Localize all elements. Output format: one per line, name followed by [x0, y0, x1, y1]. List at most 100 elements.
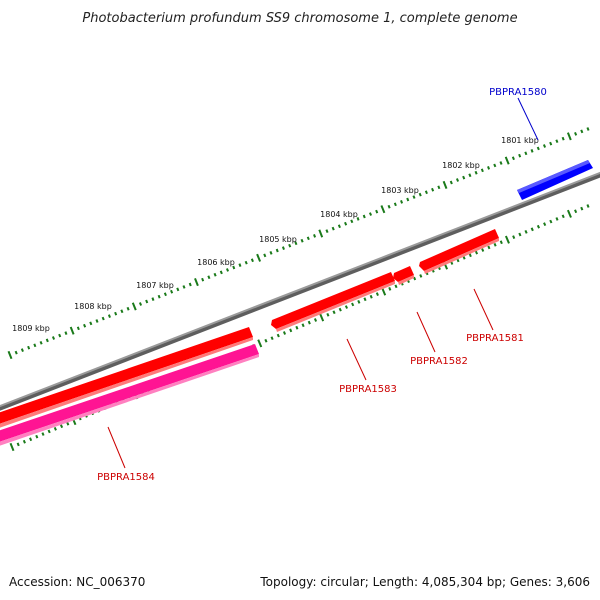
kbp-label-1808: 1808 kbp: [74, 302, 112, 311]
kbp-label-1803: 1803 kbp: [381, 186, 419, 195]
outer-minor-tick: [542, 144, 547, 148]
inner-tick-ruler: [9, 204, 590, 452]
gene-feature-pbpra1580[interactable]: [517, 160, 593, 200]
gene-label-pbpra1582[interactable]: PBPRA1582: [410, 356, 468, 367]
outer-minor-tick: [530, 149, 534, 153]
inner-minor-tick: [338, 307, 342, 312]
gene-feature-pbpra1582[interactable]: [393, 266, 414, 285]
gene-labels: PBPRA1580 PBPRA1581 PBPRA1582 PBPRA1583 …: [97, 87, 547, 483]
outer-minor-tick: [487, 166, 491, 170]
kbp-label-1801: 1801 kbp: [501, 136, 539, 145]
outer-minor-tick: [574, 132, 578, 136]
outer-minor-tick: [580, 129, 584, 134]
kbp-label-1806: 1806 kbp: [197, 258, 235, 267]
inner-minor-tick: [555, 217, 559, 221]
outer-minor-tick: [524, 151, 528, 156]
outer-minor-tick: [536, 146, 540, 151]
outer-minor-tick: [120, 309, 124, 314]
outer-minor-tick: [95, 319, 99, 323]
outer-minor-tick: [549, 141, 553, 146]
outer-major-tick: [7, 350, 13, 360]
inner-minor-tick: [276, 333, 280, 338]
inner-minor-tick: [22, 439, 26, 444]
inner-minor-tick: [264, 338, 268, 343]
gene-feature-pbpra1584[interactable]: [0, 327, 253, 428]
gene-feature-pbpra1581[interactable]: [419, 229, 499, 274]
inner-minor-tick: [66, 421, 70, 426]
outer-major-tick: [566, 132, 572, 141]
chromosome-backbone: [0, 171, 600, 411]
outer-minor-tick: [27, 345, 31, 350]
inner-minor-tick: [375, 292, 379, 296]
outer-minor-tick: [313, 234, 317, 238]
outer-minor-tick: [511, 156, 515, 161]
inner-minor-tick: [29, 437, 33, 442]
outer-minor-tick: [213, 272, 217, 277]
inner-minor-tick: [295, 325, 299, 330]
inner-minor-tick: [580, 206, 584, 211]
outer-minor-tick: [188, 282, 192, 287]
inner-minor-tick: [481, 248, 485, 252]
outer-minor-tick: [480, 168, 484, 173]
gene-feature-pbpra1583[interactable]: [271, 272, 395, 332]
inner-minor-tick: [468, 253, 472, 258]
inner-minor-tick: [419, 274, 423, 278]
outer-minor-tick: [331, 226, 335, 231]
outer-minor-tick: [275, 248, 279, 253]
outer-minor-tick: [33, 343, 37, 348]
outer-minor-tick: [219, 270, 223, 275]
outer-minor-tick: [362, 214, 366, 219]
accession-text: Accession: NC_006370: [9, 575, 145, 589]
inner-minor-tick: [357, 300, 361, 304]
map-title: Photobacterium profundum SS9 chromosome …: [82, 11, 517, 26]
inner-minor-tick: [16, 442, 20, 447]
outer-minor-tick: [182, 285, 186, 289]
outer-minor-tick: [45, 338, 49, 343]
outer-minor-tick: [269, 251, 273, 255]
outer-minor-tick: [561, 136, 565, 141]
outer-minor-tick: [555, 139, 559, 143]
outer-minor-tick: [58, 333, 62, 338]
outer-minor-tick: [300, 238, 304, 243]
outer-minor-tick: [14, 350, 18, 355]
outer-minor-tick: [281, 246, 285, 250]
inner-minor-tick: [394, 284, 398, 289]
outer-minor-tick: [83, 323, 87, 328]
gene-label-pbpra1580[interactable]: PBPRA1580: [489, 87, 547, 98]
outer-minor-tick: [288, 243, 292, 248]
outer-minor-tick: [176, 287, 180, 292]
outer-major-tick: [131, 302, 137, 311]
outer-minor-tick: [406, 197, 410, 202]
leader-pbpra1584: [107, 426, 126, 469]
outer-minor-tick: [468, 173, 472, 178]
outer-minor-tick: [368, 212, 373, 216]
inner-minor-tick: [474, 250, 479, 255]
outer-minor-tick: [232, 265, 236, 270]
gene-label-pbpra1583[interactable]: PBPRA1583: [339, 384, 397, 395]
outer-minor-tick: [350, 219, 354, 224]
inner-minor-tick: [301, 323, 305, 328]
outer-major-tick: [380, 205, 386, 214]
inner-minor-tick: [536, 224, 541, 229]
outer-minor-tick: [393, 202, 397, 207]
kbp-label-1804: 1804 kbp: [320, 210, 358, 219]
gene-label-pbpra1581[interactable]: PBPRA1581: [466, 333, 524, 344]
inner-minor-tick: [41, 432, 45, 436]
outer-minor-tick: [493, 163, 497, 168]
gene-label-pbpra1584[interactable]: PBPRA1584: [97, 472, 155, 483]
inner-minor-tick: [549, 219, 553, 224]
outer-major-tick: [318, 229, 324, 238]
outer-minor-tick: [424, 190, 428, 195]
gene-feature-pbpra1584-rna[interactable]: [0, 344, 259, 446]
outer-major-tick: [504, 156, 510, 165]
inner-minor-tick: [363, 297, 367, 302]
leader-pbpra1581: [473, 288, 494, 331]
outer-minor-tick: [76, 326, 80, 331]
outer-minor-tick: [474, 170, 478, 175]
outer-minor-tick: [431, 187, 435, 192]
inner-minor-tick: [282, 331, 287, 335]
outer-minor-tick: [518, 153, 522, 158]
outer-minor-tick: [375, 209, 379, 214]
outer-major-tick: [256, 253, 262, 262]
outer-minor-tick: [462, 175, 466, 180]
